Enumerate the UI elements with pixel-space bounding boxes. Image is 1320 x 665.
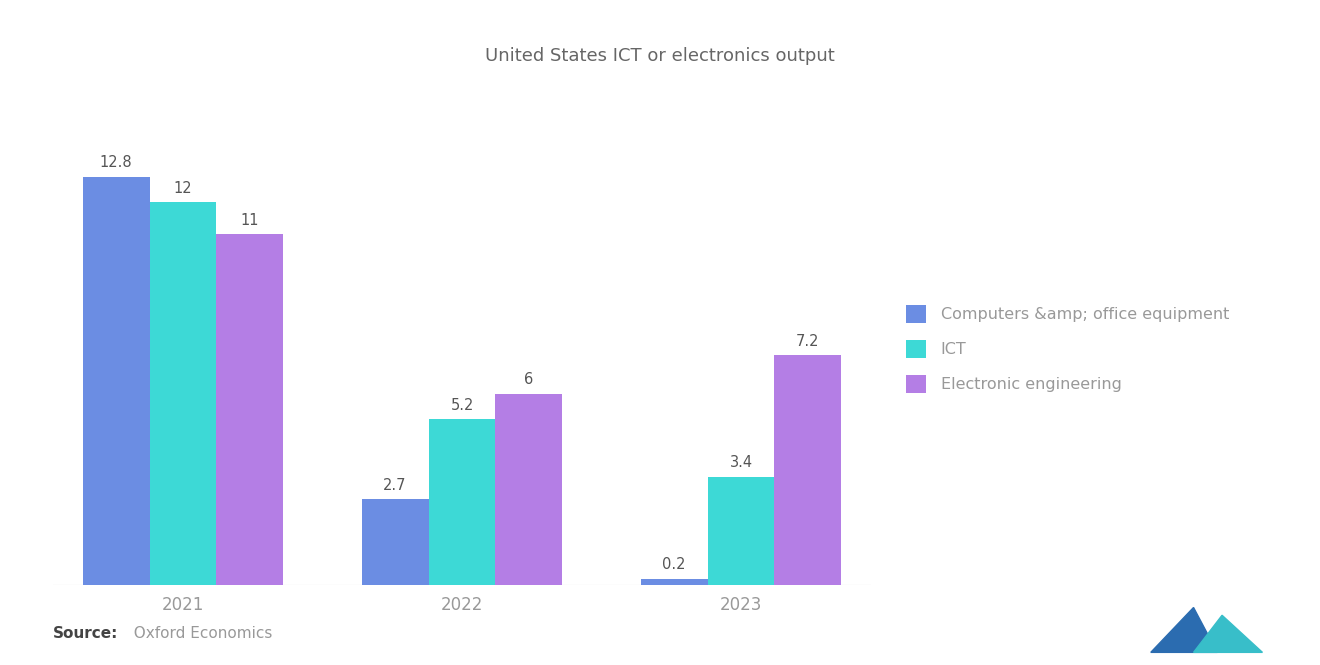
Bar (149, 202, 216, 585)
Text: Oxford Economics: Oxford Economics (124, 626, 272, 642)
Bar (708, 477, 775, 585)
Text: 6: 6 (524, 372, 533, 387)
Bar (83, 177, 149, 585)
Bar (362, 499, 429, 585)
Text: 5.2: 5.2 (450, 398, 474, 413)
Text: Source:: Source: (53, 626, 119, 642)
Bar (216, 234, 284, 585)
Text: 11: 11 (240, 213, 259, 227)
Text: 2.7: 2.7 (383, 477, 407, 493)
Bar (640, 579, 708, 585)
Legend: Computers &amp; office equipment, ICT, Electronic engineering: Computers &amp; office equipment, ICT, E… (906, 305, 1229, 393)
Bar (495, 394, 562, 585)
Polygon shape (1193, 615, 1262, 652)
Text: 12.8: 12.8 (100, 155, 132, 170)
Bar (775, 355, 841, 585)
Text: 3.4: 3.4 (730, 456, 752, 470)
Polygon shape (1151, 608, 1217, 652)
Bar (429, 419, 495, 585)
Text: 7.2: 7.2 (796, 334, 820, 349)
Text: 0.2: 0.2 (663, 557, 686, 573)
Text: 12: 12 (174, 181, 193, 196)
Text: United States ICT or electronics output: United States ICT or electronics output (486, 47, 834, 65)
